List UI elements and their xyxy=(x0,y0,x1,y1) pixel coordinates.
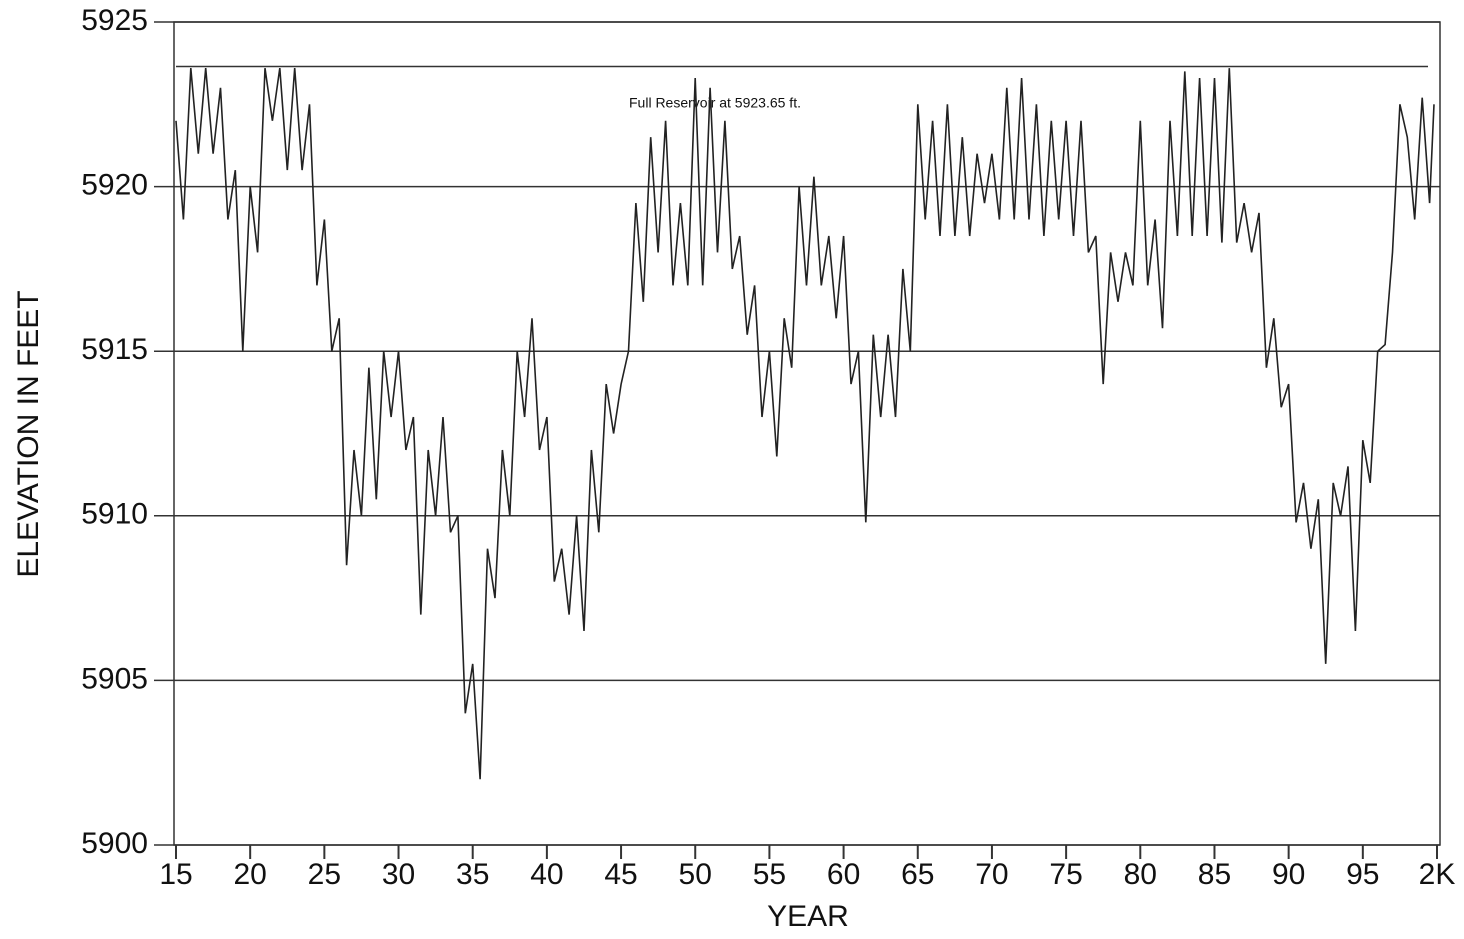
x-tick-label: 85 xyxy=(1198,858,1231,891)
x-tick-label: 75 xyxy=(1049,858,1082,891)
data-line xyxy=(175,67,1435,780)
x-tick-label: 90 xyxy=(1272,858,1305,891)
x-axis-title: YEAR xyxy=(767,900,849,933)
x-tick-label: 80 xyxy=(1124,858,1157,891)
y-axis-title: ELEVATION IN FEET xyxy=(12,290,45,577)
x-tick-label: 40 xyxy=(530,858,563,891)
x-tick-label: 2K xyxy=(1419,858,1456,891)
y-tick-label: 5925 xyxy=(81,4,148,37)
y-tick-label: 5900 xyxy=(81,827,148,860)
x-tick-label: 35 xyxy=(456,858,489,891)
x-tick-label: 15 xyxy=(159,858,192,891)
x-tick-label: 50 xyxy=(679,858,712,891)
y-tick-label: 5920 xyxy=(81,169,148,202)
x-tick-label: 25 xyxy=(308,858,341,891)
x-tick-label: 45 xyxy=(604,858,637,891)
x-tick-label: 95 xyxy=(1346,858,1379,891)
plot-frame xyxy=(173,21,1441,846)
x-tick-label: 20 xyxy=(233,858,266,891)
annotation: Full Reservoir at 5923.65 ft. xyxy=(629,95,801,111)
y-tick-label: 5905 xyxy=(81,662,148,695)
x-tick-label: 65 xyxy=(901,858,934,891)
x-tick-label: 55 xyxy=(753,858,786,891)
x-tick-label: 60 xyxy=(827,858,860,891)
y-tick-label: 5915 xyxy=(81,333,148,366)
x-tick-label: 70 xyxy=(975,858,1008,891)
x-tick-label: 30 xyxy=(382,858,415,891)
y-tick-label: 5910 xyxy=(81,498,148,531)
